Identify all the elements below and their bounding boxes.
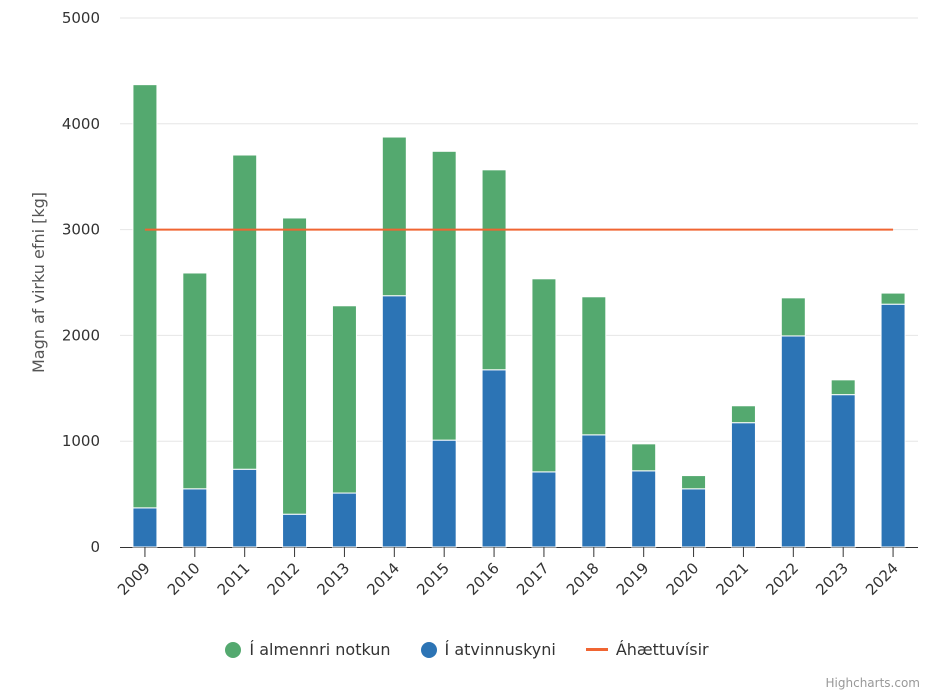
legend-line-icon: [585, 648, 608, 651]
x-tick-label: 2014: [363, 559, 403, 599]
bar-almennri-notkun: [431, 150, 457, 441]
bar-atvinnuskyni: [631, 470, 657, 548]
bar-almennri-notkun: [531, 278, 557, 473]
bar-almennri-notkun: [830, 379, 856, 396]
bar-almennri-notkun: [132, 84, 158, 509]
bar-almennri-notkun: [182, 272, 208, 490]
bar-almennri-notkun: [282, 217, 308, 515]
bar-atvinnuskyni: [282, 513, 308, 548]
legend-item-almennri[interactable]: Í almennri notkun: [225, 640, 391, 659]
chart: 0 1000 2000 3000 4000 5000 Magn af virku efni …: [29, 9, 918, 599]
y-tick-label: 4000: [62, 115, 100, 133]
legend-label: Í atvinnuskyni: [444, 640, 556, 659]
x-tick-label: 2011: [214, 559, 254, 599]
y-tick-label: 2000: [62, 326, 100, 344]
x-tick-label: 2020: [663, 559, 703, 599]
y-tick-label: 0: [90, 538, 100, 556]
y-axis-title: Magn af virku efni [kg]: [29, 192, 48, 373]
y-tick-label: 5000: [62, 9, 100, 27]
bar-atvinnuskyni: [780, 335, 806, 548]
bar-atvinnuskyni: [431, 439, 457, 548]
bar-almennri-notkun: [481, 169, 507, 371]
x-tick-label: 2017: [513, 559, 553, 599]
bar-almennri-notkun: [730, 405, 756, 424]
x-tick-label: 2013: [314, 559, 354, 599]
bar-almennri-notkun: [631, 443, 657, 472]
bar-atvinnuskyni: [182, 488, 208, 548]
bar-atvinnuskyni: [681, 488, 707, 548]
legend-label: Í almennri notkun: [249, 640, 391, 659]
bar-almennri-notkun: [381, 136, 407, 297]
bar-atvinnuskyni: [880, 303, 906, 548]
y-tick-label: 3000: [62, 221, 100, 239]
x-tick-label: 2016: [463, 559, 503, 599]
bar-atvinnuskyni: [331, 492, 357, 548]
bar-almennri-notkun: [681, 475, 707, 490]
credits-link[interactable]: Highcharts.com: [825, 676, 920, 690]
bar-atvinnuskyni: [232, 468, 258, 548]
legend-dot-icon: [420, 641, 437, 658]
bar-almennri-notkun: [880, 292, 906, 305]
legend: Í almennri notkun Í atvinnuskyni Áhættuv…: [0, 640, 934, 659]
x-tick-label: 2012: [264, 559, 304, 599]
bar-atvinnuskyni: [830, 394, 856, 548]
x-tick-label: 2022: [762, 559, 802, 599]
bar-almennri-notkun: [331, 305, 357, 494]
bar-atvinnuskyni: [481, 369, 507, 548]
bar-atvinnuskyni: [730, 422, 756, 548]
x-tick-label: 2023: [812, 559, 852, 599]
legend-dot-icon: [225, 641, 242, 658]
bar-almennri-notkun: [232, 154, 258, 470]
x-tick-label: 2010: [164, 559, 204, 599]
x-tick-label: 2021: [713, 559, 753, 599]
x-tick-label: 2018: [563, 559, 603, 599]
x-tick-label: 2019: [613, 559, 653, 599]
legend-label: Áhættuvísir: [615, 640, 709, 659]
legend-item-ahaettuvisir[interactable]: Áhættuvísir: [585, 640, 709, 659]
y-tick-label: 1000: [62, 432, 100, 450]
bar-atvinnuskyni: [531, 471, 557, 548]
legend-item-atvinnuskyni[interactable]: Í atvinnuskyni: [420, 640, 556, 659]
bar-atvinnuskyni: [132, 507, 158, 548]
x-tick-label: 2009: [114, 559, 154, 599]
bar-almennri-notkun: [780, 297, 806, 337]
bar-almennri-notkun: [581, 296, 607, 436]
x-tick-label: 2015: [413, 559, 453, 599]
x-tick-label: 2024: [862, 559, 902, 599]
bar-atvinnuskyni: [581, 434, 607, 548]
bar-atvinnuskyni: [381, 295, 407, 548]
